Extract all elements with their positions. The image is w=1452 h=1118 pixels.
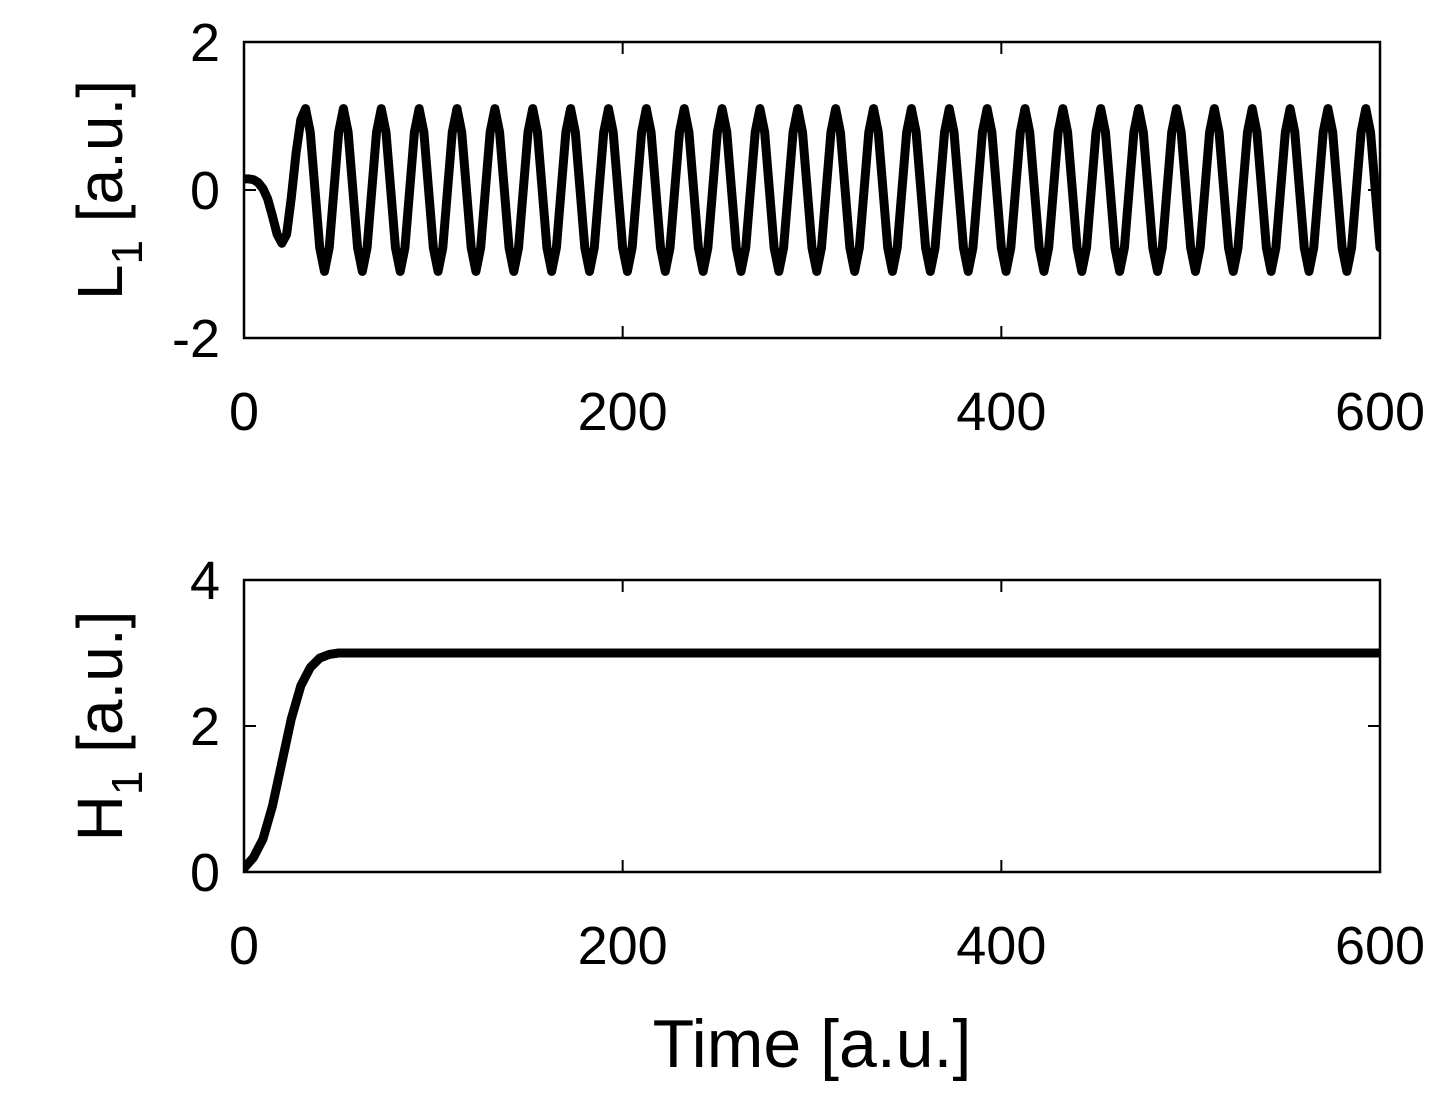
axes-frame [242, 40, 1382, 340]
y-label-unit: [a.u.] [64, 611, 136, 771]
x-axis-label: Time [a.u.] [653, 1006, 972, 1082]
y-tick-label: 4 [190, 551, 220, 611]
y-tick-label: 2 [190, 697, 220, 757]
y-label-unit: [a.u.] [64, 80, 136, 240]
data-line [244, 104, 1380, 276]
x-tick-label: 200 [578, 382, 668, 442]
y-tick-label: -2 [172, 309, 220, 369]
x-tick-label: 400 [956, 382, 1046, 442]
y-tick-label: 2 [190, 13, 220, 73]
plot-area [244, 104, 1380, 276]
x-tick-label: 400 [956, 916, 1046, 976]
plot-area [244, 648, 1380, 872]
y-label-sub: 1 [103, 771, 152, 795]
x-tick-label: 200 [578, 916, 668, 976]
y-label-main: H [64, 795, 136, 841]
y-tick-label: 0 [190, 843, 220, 903]
axes-frame [242, 578, 1382, 874]
data-line [244, 648, 1380, 872]
y-label-main: L [64, 264, 136, 300]
x-tick-label: 600 [1335, 916, 1425, 976]
x-tick-label: 0 [229, 382, 259, 442]
y-axis-label: H1 [a.u.] [64, 611, 152, 842]
x-tick-label: 600 [1335, 382, 1425, 442]
y-axis-label: L1 [a.u.] [64, 80, 152, 300]
y-label-sub: 1 [103, 240, 152, 264]
x-tick-label: 0 [229, 916, 259, 976]
y-tick-label: 0 [190, 161, 220, 221]
